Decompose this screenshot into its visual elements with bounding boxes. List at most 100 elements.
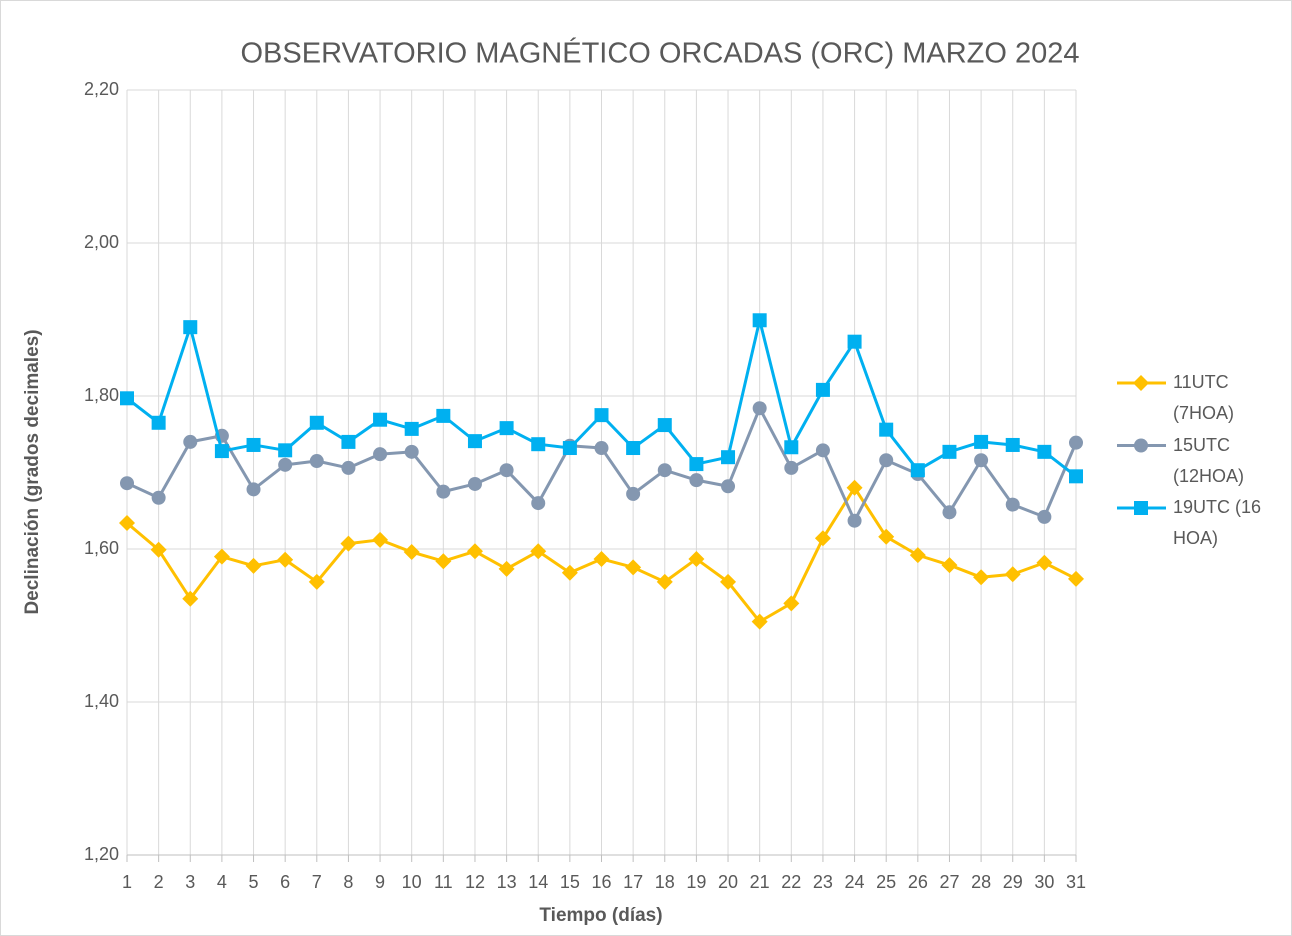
x-tick-label: 4 bbox=[217, 872, 227, 892]
marker bbox=[847, 513, 862, 528]
marker bbox=[183, 320, 198, 335]
marker bbox=[941, 557, 958, 574]
marker bbox=[151, 415, 166, 430]
marker bbox=[879, 422, 894, 437]
marker bbox=[278, 457, 293, 472]
marker bbox=[372, 531, 389, 548]
marker bbox=[499, 463, 514, 478]
x-tick-label: 7 bbox=[312, 872, 322, 892]
series bbox=[119, 479, 1084, 630]
marker bbox=[1069, 435, 1083, 450]
marker bbox=[277, 551, 294, 568]
y-tick-label: 1,20 bbox=[84, 844, 119, 864]
marker bbox=[466, 543, 483, 560]
y-axis-label: Declinación (grados decimales) bbox=[22, 329, 43, 614]
marker bbox=[846, 479, 863, 496]
marker bbox=[562, 441, 577, 456]
x-tick-label: 25 bbox=[876, 872, 896, 892]
marker bbox=[373, 447, 388, 462]
marker bbox=[309, 454, 324, 469]
x-tick-label: 20 bbox=[718, 872, 738, 892]
legend-label: 11UTC (7HOA) bbox=[1173, 372, 1235, 423]
series bbox=[120, 401, 1083, 528]
marker bbox=[815, 382, 830, 397]
marker bbox=[688, 550, 705, 567]
x-tick-label: 29 bbox=[1003, 872, 1023, 892]
y-tick-label: 2,00 bbox=[84, 232, 119, 252]
x-tick-label: 30 bbox=[1034, 872, 1054, 892]
marker bbox=[751, 613, 768, 630]
marker bbox=[974, 453, 989, 468]
marker bbox=[594, 408, 609, 423]
x-axis-label: Tiempo (días) bbox=[539, 905, 662, 926]
marker bbox=[467, 476, 482, 491]
marker bbox=[878, 528, 895, 545]
marker bbox=[403, 544, 420, 561]
legend-label: 19UTC (16 HOA) bbox=[1173, 497, 1262, 548]
marker bbox=[942, 444, 957, 459]
marker bbox=[213, 548, 230, 565]
marker bbox=[151, 490, 166, 505]
marker bbox=[942, 505, 957, 520]
marker bbox=[626, 441, 641, 456]
marker bbox=[1134, 438, 1148, 453]
marker bbox=[657, 418, 672, 433]
marker bbox=[752, 401, 767, 416]
marker bbox=[847, 334, 862, 349]
marker bbox=[784, 460, 799, 475]
marker bbox=[879, 453, 894, 468]
x-tick-label: 6 bbox=[280, 872, 290, 892]
x-tick-label: 10 bbox=[402, 872, 422, 892]
marker bbox=[689, 473, 704, 488]
marker bbox=[814, 530, 831, 547]
marker bbox=[120, 476, 134, 491]
marker bbox=[720, 573, 737, 590]
y-tick-label: 1,60 bbox=[84, 538, 119, 558]
marker bbox=[721, 479, 736, 494]
x-tick-label: 8 bbox=[343, 872, 353, 892]
marker bbox=[909, 547, 926, 564]
x-tick-label: 17 bbox=[623, 872, 643, 892]
marker bbox=[340, 535, 357, 552]
marker bbox=[435, 553, 452, 570]
marker bbox=[561, 564, 578, 581]
marker bbox=[910, 463, 925, 478]
x-tick-label: 12 bbox=[465, 872, 485, 892]
x-tick-label: 28 bbox=[971, 872, 991, 892]
marker bbox=[625, 559, 642, 576]
marker bbox=[531, 437, 546, 452]
marker bbox=[183, 434, 198, 449]
x-tick-label: 21 bbox=[750, 872, 770, 892]
x-tick-label: 23 bbox=[813, 872, 833, 892]
marker bbox=[373, 412, 388, 427]
marker bbox=[689, 457, 704, 472]
marker bbox=[657, 463, 672, 478]
marker bbox=[309, 415, 324, 430]
x-tick-label: 11 bbox=[434, 872, 453, 892]
x-tick-label: 9 bbox=[375, 872, 385, 892]
marker bbox=[245, 557, 262, 574]
marker bbox=[1133, 375, 1149, 391]
marker bbox=[1068, 570, 1084, 587]
marker bbox=[436, 408, 451, 423]
marker bbox=[120, 391, 134, 406]
marker bbox=[1004, 566, 1021, 583]
marker bbox=[499, 421, 514, 436]
marker bbox=[1005, 437, 1020, 452]
x-tick-label: 18 bbox=[655, 872, 675, 892]
marker bbox=[119, 514, 135, 531]
marker bbox=[341, 434, 356, 449]
x-tick-label: 31 bbox=[1066, 872, 1086, 892]
marker bbox=[531, 496, 546, 511]
marker bbox=[784, 440, 799, 455]
marker bbox=[341, 460, 356, 475]
marker bbox=[721, 450, 736, 465]
marker bbox=[656, 573, 673, 590]
x-tick-label: 14 bbox=[528, 872, 548, 892]
legend-label: 15UTC (12HOA) bbox=[1173, 434, 1245, 486]
marker bbox=[1134, 501, 1148, 515]
x-tick-label: 19 bbox=[686, 872, 706, 892]
